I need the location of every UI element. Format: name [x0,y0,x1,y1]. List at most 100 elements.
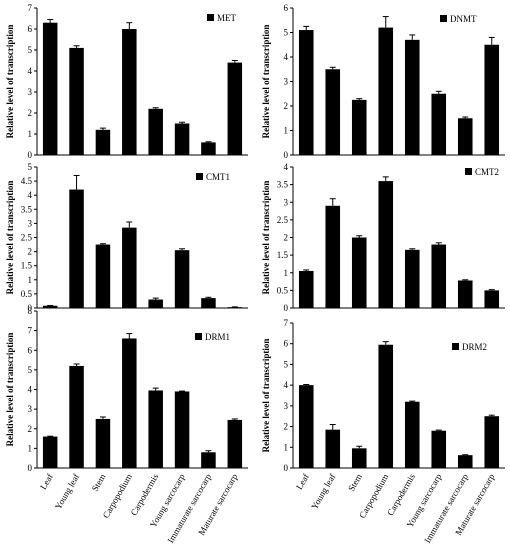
y-tick-label: 4.5 [21,176,33,186]
legend-label: MET [217,13,237,23]
y-tick-label: 0.5 [277,285,289,295]
y-tick-label: 1.5 [21,261,33,271]
y-tick-label: 5 [284,359,289,369]
bar [431,93,447,155]
category-label: Stem [346,472,364,493]
y-tick-label: 4 [28,66,33,76]
y-tick-label: 0 [284,150,289,160]
y-tick-label: 2 [28,108,33,118]
bar [325,69,341,155]
bar [457,280,473,308]
y-tick-label: 5 [28,162,33,172]
y-tick-label: 3 [284,401,289,411]
y-tick-label: 3 [284,77,289,87]
category-label: Young leaf [309,472,337,511]
y-tick-label: 2 [28,247,33,257]
chart-panel-drm2: 0 1 2 3 4 5 6 7 Relative level of transcription D… [261,318,505,545]
bar [95,244,111,308]
bar [201,452,216,468]
legend-swatch [465,168,472,175]
bar [148,299,163,308]
bar [404,39,420,155]
y-tick-label: 3 [284,197,289,207]
bar [174,391,190,468]
category-label: Stem [90,472,108,493]
bar [69,47,84,155]
bar [42,305,58,308]
bar [95,129,111,155]
legend-label: DRM2 [462,342,487,352]
y-tick-label: 2.5 [277,215,289,225]
bar [148,108,163,155]
bar [174,123,190,155]
legend-swatch [452,343,459,350]
y-tick-label: 7 [28,3,33,13]
y-tick-label: 1 [28,443,33,453]
y-tick-label: 5 [28,365,33,375]
chart-panel-drm1: 0 1 2 3 4 5 6 7 8 Relative level of transcription… [5,306,248,545]
y-axis-label: Relative level of transcription [5,25,15,139]
y-tick-label: 7 [284,318,289,328]
bar [298,30,314,155]
y-axis-label: Relative level of transcription [5,333,15,447]
y-tick-label: 6 [284,3,289,13]
bar [42,436,58,468]
bar [69,365,84,468]
y-tick-label: 4 [284,162,289,172]
bar [227,307,243,308]
bar [298,270,314,308]
y-tick-label: 1.5 [277,250,289,260]
y-tick-label: 6 [28,24,33,34]
y-axis-label: Relative level of transcription [261,25,271,139]
y-tick-label: 0.5 [21,289,33,299]
bar [298,385,314,468]
y-tick-label: 0 [284,303,289,313]
legend-label: DRM1 [205,332,230,342]
legend-label: CMT1 [206,172,230,182]
chart-panel-met: 0 1 2 3 4 5 6 7 Relative level of transcription M… [5,3,248,160]
y-tick-label: 2 [284,101,289,111]
bar [378,181,394,308]
y-tick-label: 0 [28,303,33,313]
bar [148,390,163,468]
bar [378,344,394,468]
y-tick-label: 4 [284,52,289,62]
bar [431,244,447,308]
bar [174,250,190,308]
y-tick-label: 0 [28,463,33,473]
y-tick-label: 1 [284,268,289,278]
bar [227,419,243,468]
y-tick-label: 1 [284,126,289,136]
bar [122,338,137,468]
y-tick-label: 1 [28,129,33,139]
category-label: Leaf [294,472,311,491]
legend-swatch [440,15,447,22]
y-tick-label: 2 [28,424,33,434]
y-tick-label: 8 [28,306,33,316]
bar [404,401,420,468]
category-label: Young leaf [53,472,81,511]
legend-swatch [196,173,203,180]
y-tick-label: 1 [28,275,33,285]
bar [42,22,58,156]
chart-panel-cmt1: 0 0.5 1 1.5 2 2.5 3 3.5 4 4.5 5 Relative level of t… [5,162,248,313]
y-tick-label: 5 [284,28,289,38]
category-label: Leaf [38,472,55,491]
y-tick-label: 3.5 [21,204,33,214]
chart-panel-cmt2: 0 0.5 1 1.5 2 2.5 3 3.5 4 Relative level of trans… [261,162,505,313]
bar [457,455,473,468]
y-axis-label: Relative level of transcription [261,339,271,453]
bar [484,290,500,308]
y-tick-label: 7 [28,326,33,336]
bar [404,249,420,308]
bar [325,429,341,468]
y-tick-label: 3 [28,218,33,228]
y-tick-label: 3 [28,404,33,414]
y-tick-label: 6 [28,345,33,355]
y-tick-label: 6 [284,339,289,349]
y-tick-label: 2 [284,233,289,243]
y-tick-label: 1 [284,442,289,452]
bar [122,227,137,308]
bar [457,118,473,155]
